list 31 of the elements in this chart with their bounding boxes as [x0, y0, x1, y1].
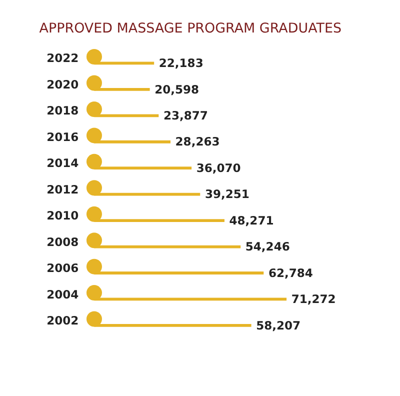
data-label: 58,207 [256, 318, 301, 332]
y-tick-label: 2010 [46, 208, 79, 223]
data-label: 28,263 [175, 134, 220, 149]
y-tick-label: 2012 [46, 182, 79, 196]
y-tick-label: 2022 [46, 51, 79, 66]
data-label: 48,271 [229, 213, 274, 228]
bar [94, 114, 159, 118]
y-tick-label: 2006 [46, 261, 79, 276]
y-tick-label: 2018 [46, 104, 79, 118]
bar [94, 140, 170, 144]
y-tick-label: 2016 [46, 130, 79, 144]
data-label: 71,272 [291, 292, 336, 306]
bar [94, 272, 264, 274]
bar [94, 166, 192, 170]
bar [94, 219, 224, 222]
data-label: 39,251 [204, 187, 250, 202]
data-label: 62,784 [268, 266, 313, 280]
bar [94, 324, 252, 327]
y-tick-label: 2020 [46, 77, 79, 92]
y-tick-label: 2014 [46, 156, 79, 170]
data-label: 36,070 [196, 160, 241, 175]
data-label: 20,598 [154, 82, 200, 96]
y-tick-label: 2004 [46, 287, 79, 302]
bar [94, 192, 200, 196]
data-label: 22,183 [158, 56, 204, 70]
chart-title: APPROVED MASSAGE PROGRAM GRADUATES [39, 22, 342, 37]
data-label: 23,877 [163, 108, 208, 122]
data-label: 54,246 [245, 240, 290, 254]
y-tick-label: 2008 [46, 234, 79, 249]
bar [94, 88, 150, 91]
y-tick-label: 2002 [46, 313, 79, 328]
